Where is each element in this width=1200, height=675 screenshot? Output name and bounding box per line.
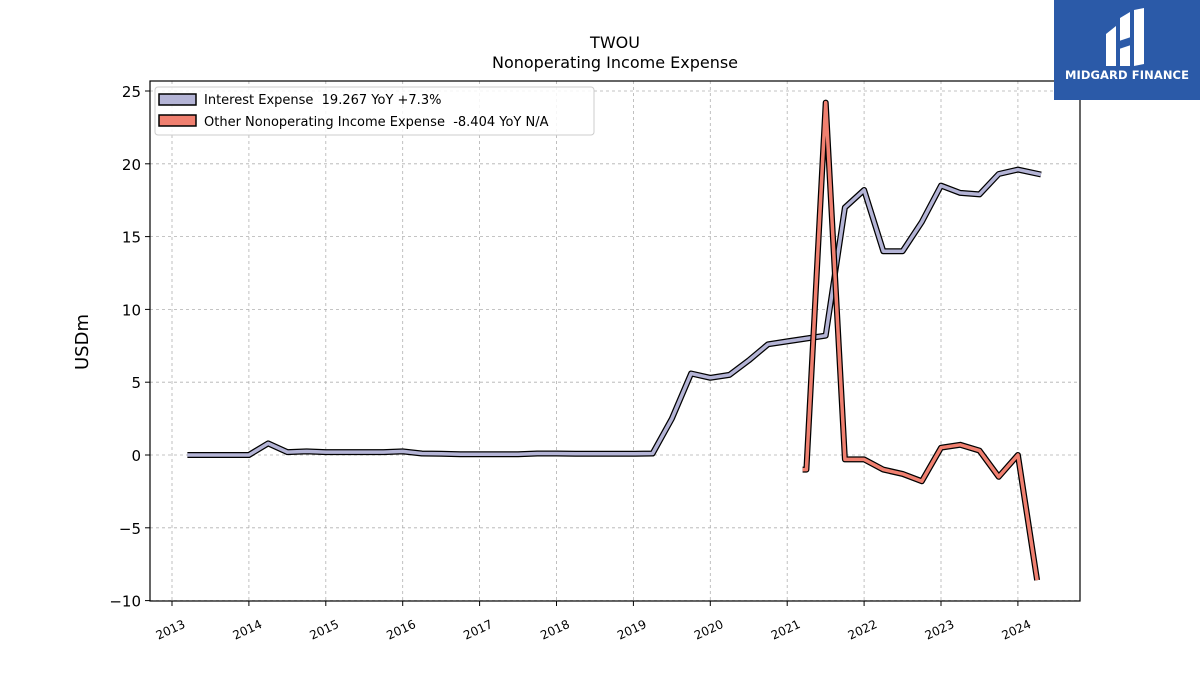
series-other-nonoperating-line xyxy=(802,100,1039,581)
legend-swatch-other-nonoperating xyxy=(158,114,197,127)
plot-frame xyxy=(149,80,1081,602)
y-tick-label: 20 xyxy=(122,156,141,174)
legend-label-other-nonoperating: Other Nonoperating Income Expense -8.404… xyxy=(204,115,549,130)
y-tick-label: 10 xyxy=(122,301,141,319)
chart-title: TWOU xyxy=(589,33,640,52)
y-tick-label: −10 xyxy=(109,593,141,611)
legend-box xyxy=(154,86,595,136)
y-tick-label: 0 xyxy=(131,447,141,465)
logo-mark-icon xyxy=(1106,8,1144,66)
y-tick-label: 25 xyxy=(122,83,141,101)
chart-subtitle: Nonoperating Income Expense xyxy=(492,53,738,72)
series-interest-expense-line xyxy=(187,167,1042,457)
y-tick-label: −5 xyxy=(119,520,141,538)
series-group xyxy=(187,99,1042,581)
y-axis-label: USDm xyxy=(72,314,93,370)
legend-label-interest-expense: Interest Expense 19.267 YoY +7.3% xyxy=(204,93,441,108)
legend-swatch-interest-expense xyxy=(158,93,197,106)
brand-logo: MIDGARD FINANCE xyxy=(1054,0,1200,100)
logo-text: MIDGARD FINANCE xyxy=(1064,68,1190,82)
y-tick-label: 15 xyxy=(122,229,141,247)
legend: Interest Expense 19.267 YoY +7.3% Other … xyxy=(154,86,595,136)
y-tick-label: 5 xyxy=(131,374,141,392)
